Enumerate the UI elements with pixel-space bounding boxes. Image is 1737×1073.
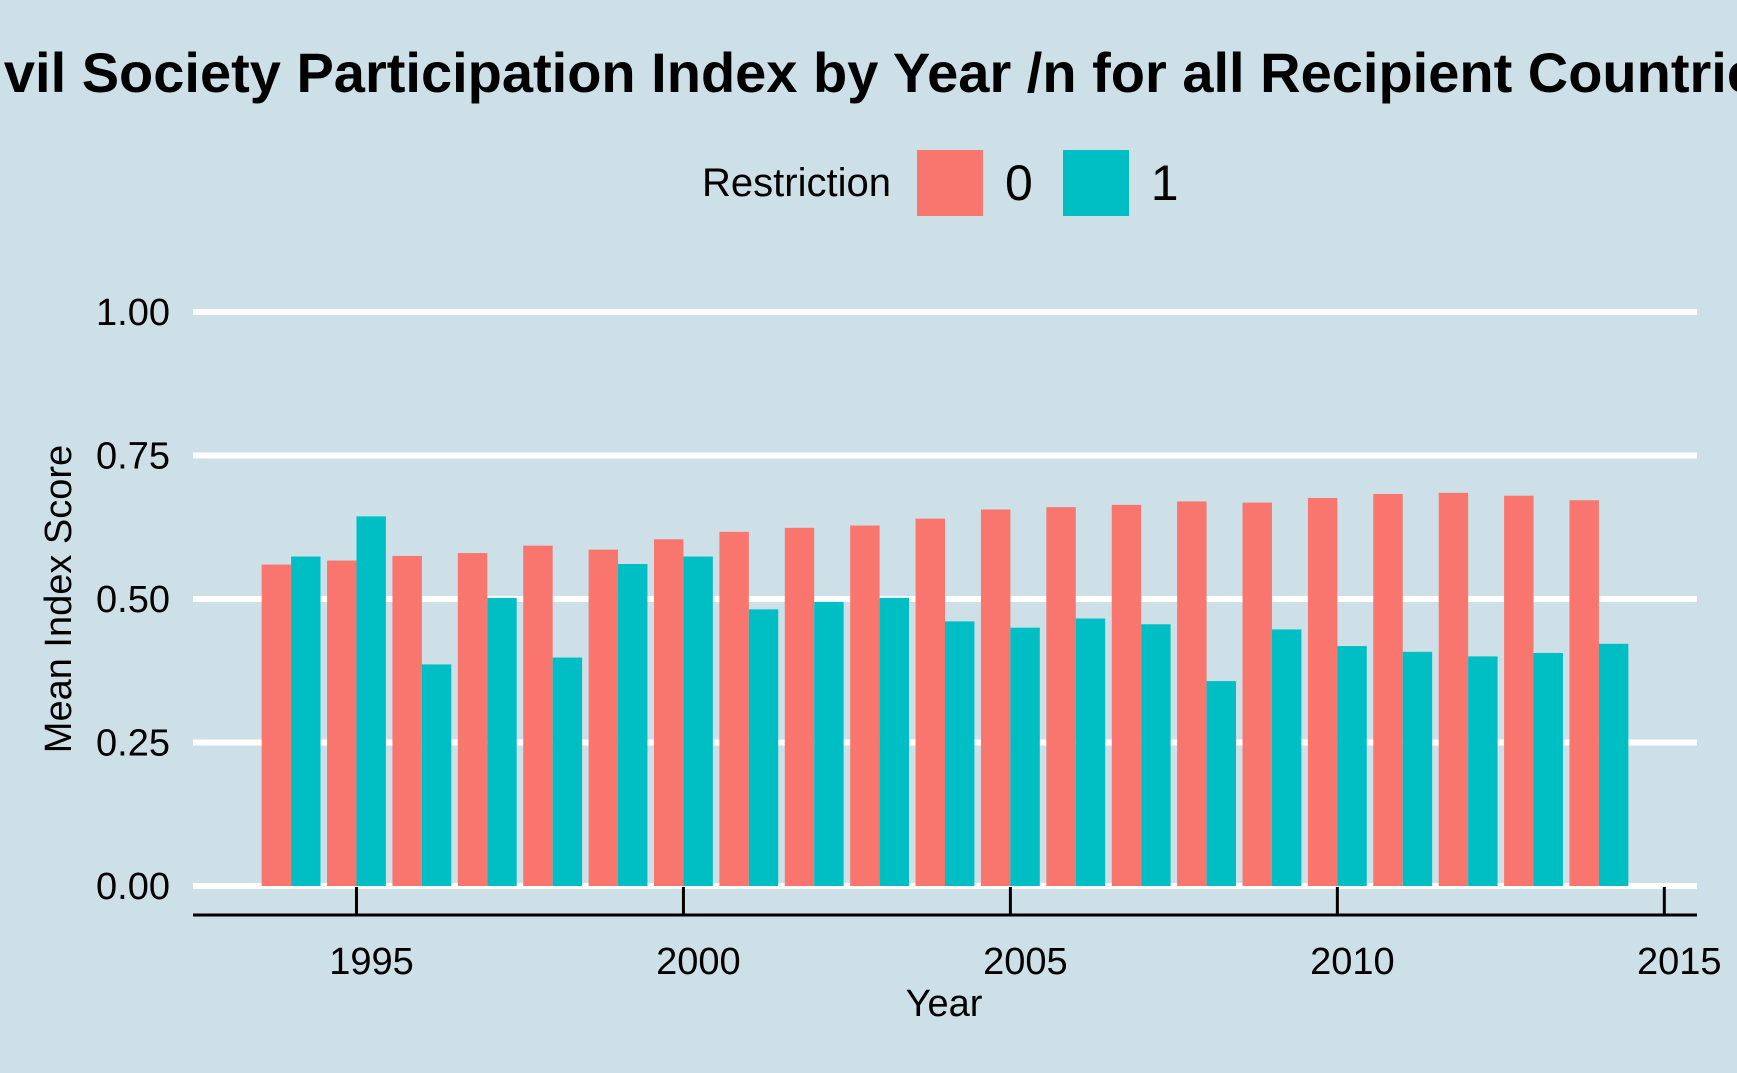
- bar-series-0-1998: [523, 545, 553, 886]
- bar-series-1-2010: [1337, 646, 1367, 886]
- bar-series-0-1994: [261, 564, 292, 886]
- bar-series-1-2000: [683, 556, 713, 886]
- bar-series-0-2008: [1177, 501, 1207, 886]
- bar-series-0-2003: [850, 525, 880, 886]
- x-tick-label: 1995: [329, 941, 414, 983]
- bar-series-0-2004: [915, 518, 945, 886]
- x-tick-label: 2005: [983, 941, 1068, 983]
- legend: Restriction 0 1: [702, 150, 1209, 216]
- chart-title: Civil Society Participation Index by Yea…: [0, 41, 1737, 104]
- bar-series-1-1997: [487, 597, 517, 886]
- y-tick-label: 0.00: [96, 866, 170, 908]
- bar-series-1-2007: [1141, 624, 1171, 886]
- bar-series-1-2005: [1010, 627, 1040, 886]
- bar-series-0-2013: [1504, 495, 1534, 886]
- bar-series-1-2006: [1075, 618, 1106, 886]
- x-tick-label: 2015: [1637, 941, 1722, 983]
- bar-series-0-2010: [1307, 497, 1338, 886]
- bar-series-0-2012: [1438, 492, 1469, 886]
- bar-series-1-1998: [552, 657, 583, 886]
- x-tick-label: 2000: [656, 941, 741, 983]
- x-tick-label: 2010: [1310, 941, 1395, 983]
- bar-series-0-1995: [327, 560, 357, 886]
- bar-series-0-1996: [392, 555, 422, 886]
- x-axis-label: Year: [906, 983, 983, 1025]
- bar-series-1-1995: [356, 516, 386, 886]
- legend-title: Restriction: [702, 160, 891, 205]
- bar-series-0-2007: [1111, 504, 1142, 886]
- bar-series-0-2006: [1046, 507, 1076, 886]
- bar-series-0-2001: [719, 531, 749, 886]
- bar-series-1-2014: [1598, 643, 1629, 886]
- y-tick-label: 0.75: [96, 436, 170, 478]
- legend-swatch-series-0: [916, 150, 983, 216]
- bar-series-1-2011: [1402, 651, 1433, 886]
- bar-series-0-2011: [1373, 493, 1403, 886]
- bar-series-1-2003: [879, 597, 910, 886]
- legend-key-series-0: 0: [916, 150, 1063, 216]
- bar-series-0-2002: [784, 527, 815, 886]
- bar-series-1-1996: [421, 664, 452, 886]
- bar-series-1-2009: [1271, 629, 1302, 886]
- legend-label-series-0: 0: [1004, 155, 1033, 211]
- axes: 0.00 0.25 0.50 0.75 1.00 1995 2000 2005 2010 2015: [96, 292, 1722, 983]
- bar-series-1-2008: [1206, 681, 1236, 886]
- bar-series-1-2001: [748, 609, 779, 886]
- bar-series-0-2014: [1569, 500, 1599, 886]
- bar-series-1-1999: [618, 563, 648, 886]
- bar-series-1-2004: [945, 621, 975, 886]
- legend-swatch-series-1: [1062, 150, 1129, 216]
- bar-series-0-2009: [1242, 502, 1272, 886]
- bar-series-0-2005: [980, 509, 1011, 886]
- bar-series-1-2002: [814, 601, 844, 886]
- y-tick-label: 0.25: [96, 723, 170, 765]
- y-tick-label: 0.50: [96, 579, 170, 621]
- bar-series-0-2000: [654, 539, 684, 886]
- y-axis-label: Mean Index Score: [38, 445, 80, 753]
- legend-key-series-1: 1: [1062, 150, 1209, 216]
- legend-label-series-1: 1: [1150, 155, 1179, 211]
- bar-series-1-2012: [1468, 656, 1498, 886]
- bar-series-0-1999: [588, 549, 619, 886]
- bars: [261, 492, 1629, 886]
- bar-series-0-1997: [457, 553, 488, 886]
- bar-series-1-1994: [291, 556, 321, 886]
- bar-series-1-2013: [1533, 652, 1563, 886]
- y-tick-label: 1.00: [96, 292, 170, 334]
